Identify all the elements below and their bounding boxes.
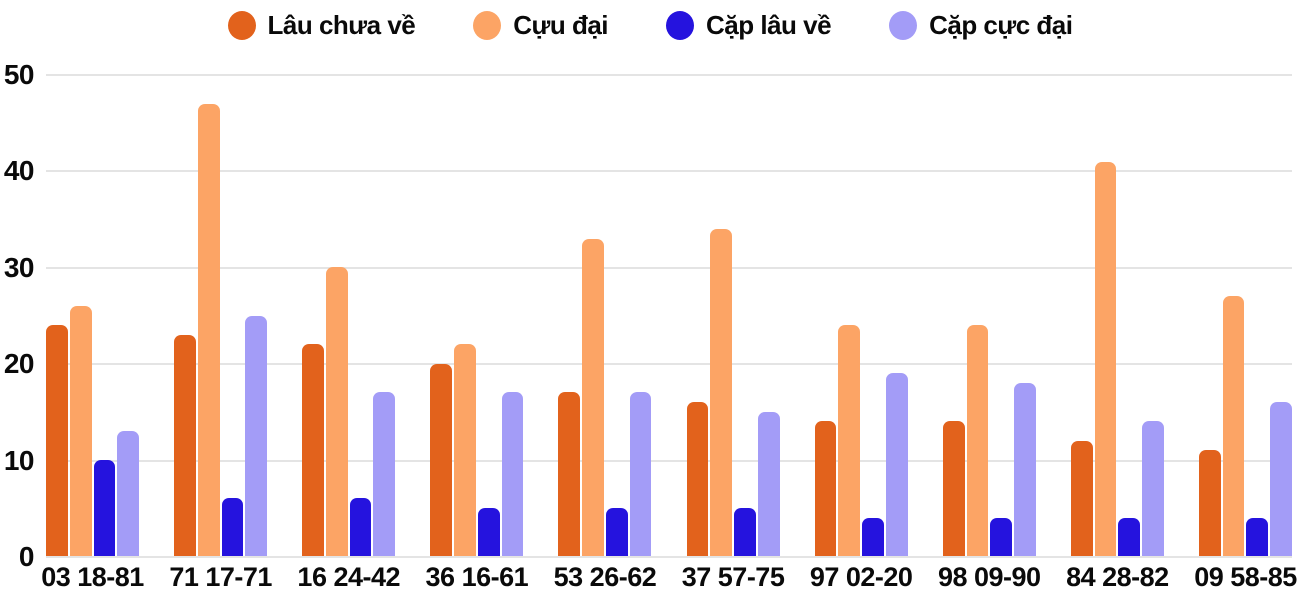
- bar: [197, 103, 220, 556]
- bar: [966, 325, 989, 556]
- y-tick-label: 50: [3, 59, 35, 90]
- legend-item-1: Cựu đại: [473, 9, 609, 41]
- x-tick-label: 03 18-81: [41, 562, 144, 592]
- legend-dot-icon: [666, 10, 695, 40]
- bars-layer: [46, 75, 1292, 556]
- bar: [1094, 161, 1117, 556]
- bar: [302, 344, 324, 556]
- bar: [117, 430, 139, 556]
- bar: [862, 517, 884, 556]
- bar: [990, 517, 1013, 556]
- bar-group-16 24-42: [302, 75, 396, 556]
- chart-legend: Lâu chưa về Cựu đại Cặp lâu về Cặp cực đại: [0, 6, 1300, 44]
- bar-group-84 28-82: [1070, 75, 1164, 556]
- bar: [582, 238, 604, 556]
- bar-group-03 18-81: [46, 75, 139, 556]
- y-tick-label: 10: [3, 444, 35, 476]
- bar: [814, 421, 837, 556]
- gridline-20: [46, 363, 1292, 366]
- gridline-40: [46, 170, 1292, 173]
- x-tick-label: 16 24-42: [297, 562, 401, 592]
- legend-item-3: Cặp cực đại: [889, 9, 1073, 41]
- gridline-10: [46, 459, 1292, 462]
- y-tick-label: 20: [3, 348, 35, 380]
- bar-group-36 16-61: [430, 75, 524, 556]
- legend-label: Cặp cực đại: [929, 9, 1073, 40]
- legend-label: Lâu chưa về: [267, 9, 416, 40]
- bar: [757, 411, 780, 556]
- legend-item-0: Lâu chưa về: [227, 9, 416, 41]
- bar: [477, 507, 500, 556]
- bar: [349, 498, 372, 556]
- bar: [1118, 517, 1141, 556]
- y-tick-label: 30: [3, 251, 35, 283]
- bar-group-53 26-62: [558, 75, 652, 556]
- bar: [605, 507, 628, 556]
- legend-item-2: Cặp lâu về: [666, 9, 832, 41]
- bar-group-71 17-71: [174, 75, 268, 556]
- bar: [93, 459, 116, 556]
- bar: [686, 402, 709, 556]
- bar-group-97 02-20: [814, 75, 908, 556]
- bar: [174, 334, 196, 556]
- bar: [1270, 402, 1292, 556]
- x-tick-label: 09 58-85: [1194, 562, 1297, 592]
- bar: [46, 325, 68, 556]
- bar: [325, 267, 348, 556]
- x-tick-label: 98 09-90: [937, 562, 1041, 592]
- y-tick-label: 0: [18, 541, 35, 572]
- bar: [838, 325, 861, 556]
- bar: [629, 392, 652, 556]
- gridline-50: [46, 74, 1292, 76]
- bar: [942, 421, 965, 556]
- legend-dot-icon: [473, 10, 502, 40]
- bar: [1246, 517, 1269, 556]
- bar: [1014, 382, 1036, 556]
- x-tick-label: 53 26-62: [553, 562, 657, 592]
- bar: [373, 392, 396, 556]
- bar: [885, 373, 908, 556]
- legend-dot-icon: [889, 10, 918, 40]
- legend-dot-icon: [227, 10, 256, 40]
- bar: [1198, 450, 1221, 556]
- bar: [454, 344, 476, 556]
- bar-group-37 57-75: [686, 75, 780, 556]
- bar: [734, 507, 756, 556]
- bar: [1070, 440, 1093, 556]
- legend-label: Cựu đại: [513, 9, 609, 40]
- plot-area: [46, 74, 1292, 558]
- legend-label: Cặp lâu về: [706, 9, 832, 40]
- bar: [69, 305, 92, 556]
- bar-group-98 09-90: [942, 75, 1036, 556]
- x-tick-label: 36 16-61: [425, 562, 529, 592]
- bar: [558, 392, 581, 556]
- gridline-0: [46, 556, 1292, 558]
- bar-group-09 58-85: [1198, 75, 1292, 556]
- bar: [221, 498, 244, 556]
- bar: [710, 228, 733, 556]
- x-tick-label: 37 57-75: [681, 562, 785, 592]
- gridline-30: [46, 266, 1292, 269]
- bar: [245, 315, 268, 556]
- x-tick-label: 97 02-20: [809, 562, 913, 592]
- bar: [1142, 421, 1164, 556]
- bar: [501, 392, 524, 556]
- x-axis: 03 18-81 71 17-71 16 24-42 36 16-61 53 26-62…: [41, 562, 1297, 593]
- y-tick-label: 40: [3, 155, 35, 187]
- x-tick-label: 71 17-71: [169, 562, 272, 592]
- x-tick-label: 84 28-82: [1066, 562, 1169, 592]
- bar: [430, 363, 453, 556]
- bar: [1222, 296, 1245, 556]
